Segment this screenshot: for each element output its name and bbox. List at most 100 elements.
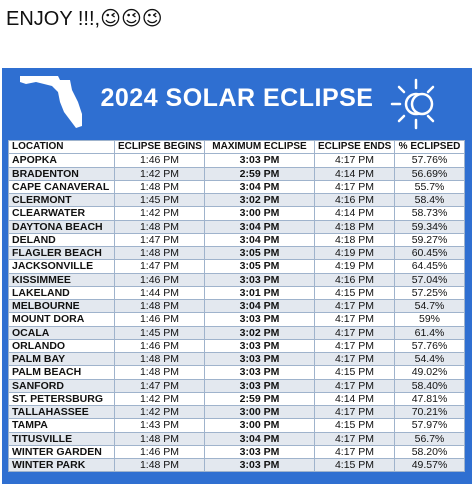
table-cell: 4:17 PM xyxy=(314,325,395,340)
table-cell: 57.76% xyxy=(394,153,465,168)
table-cell: 3:00 PM xyxy=(204,404,315,420)
table-cell: 1:44 PM xyxy=(114,285,205,301)
table-row: ST. PETERSBURG 1:42 PM 2:59 PM 4:14 PM 47.81… xyxy=(8,391,465,407)
table-row: CLERMONT 1:45 PM 3:02 PM 4:16 PM 58.4% xyxy=(8,192,465,208)
table-cell: 57.25% xyxy=(394,285,465,301)
table-row: MELBOURNE 1:48 PM 3:04 PM 4:17 PM 54.7% xyxy=(8,298,465,314)
table-cell: MELBOURNE xyxy=(8,298,115,314)
table-cell: TAMPA xyxy=(8,418,115,433)
table-cell: 1:46 PM xyxy=(114,338,205,354)
table-cell: 3:05 PM xyxy=(204,245,315,261)
table-cell: 4:17 PM xyxy=(314,153,395,168)
table-cell: TALLAHASSEE xyxy=(8,404,115,420)
table-row: DELAND 1:47 PM 3:04 PM 4:18 PM 59.27% xyxy=(8,232,465,248)
table-cell: 1:48 PM xyxy=(114,365,205,380)
table-cell: OCALA xyxy=(8,325,115,340)
table-row: BRADENTON 1:42 PM 2:59 PM 4:14 PM 56.69% xyxy=(8,166,465,181)
table-cell: 59.34% xyxy=(394,219,465,234)
post-caption: ENJOY !!!,😉😉😉 xyxy=(6,8,163,30)
table-cell: 1:46 PM xyxy=(114,312,205,327)
table-cell: 1:42 PM xyxy=(114,206,205,221)
table-cell: 3:04 PM xyxy=(204,232,315,248)
table-row: CLEARWATER 1:42 PM 3:00 PM 4:14 PM 58.73% xyxy=(8,206,465,221)
table-cell: JACKSONVILLE xyxy=(8,259,115,274)
table-cell: 49.02% xyxy=(394,365,465,380)
table-cell: 49.57% xyxy=(394,457,465,473)
table-cell: 3:04 PM xyxy=(204,219,315,234)
table-row: LAKELAND 1:44 PM 3:01 PM 4:15 PM 57.25% xyxy=(8,285,465,301)
table-cell: 4:17 PM xyxy=(314,298,395,314)
table-cell: 4:17 PM xyxy=(314,312,395,327)
table-row: WINTER GARDEN 1:46 PM 3:03 PM 4:17 PM 58.20% xyxy=(8,444,465,460)
table-cell: WINTER GARDEN xyxy=(8,444,115,460)
table-cell: 4:17 PM xyxy=(314,404,395,420)
table-row: MOUNT DORA 1:46 PM 3:03 PM 4:17 PM 59% xyxy=(8,312,465,327)
table-cell: 3:05 PM xyxy=(204,259,315,274)
table-row: OCALA 1:45 PM 3:02 PM 4:17 PM 61.4% xyxy=(8,325,465,340)
table-row: APOPKA 1:46 PM 3:03 PM 4:17 PM 57.76% xyxy=(8,153,465,168)
table-row: ORLANDO 1:46 PM 3:03 PM 4:17 PM 57.76% xyxy=(8,338,465,354)
graphic-title: 2024 SOLAR ECLIPSE xyxy=(100,84,374,112)
table-cell: 4:18 PM xyxy=(314,219,395,234)
table-cell: 1:45 PM xyxy=(114,192,205,208)
table-cell: CLEARWATER xyxy=(8,206,115,221)
table-cell: 4:15 PM xyxy=(314,457,395,473)
table-cell: 60.45% xyxy=(394,245,465,261)
table-cell: 4:17 PM xyxy=(314,378,395,393)
eclipse-graphic: 2024 SOLAR ECLIPSE LOCATION ECLIPSE BEGIN… xyxy=(2,68,472,484)
table-cell: TITUSVILLE xyxy=(8,431,115,446)
table-cell: 64.45% xyxy=(394,259,465,274)
column-header: ECLIPSE BEGINS xyxy=(114,139,205,155)
table-cell: 54.7% xyxy=(394,298,465,314)
table-cell: 4:19 PM xyxy=(314,245,395,261)
table-cell: 3:03 PM xyxy=(204,312,315,327)
table-row: JACKSONVILLE 1:47 PM 3:05 PM 4:19 PM 64.45% xyxy=(8,259,465,274)
table-cell: 3:03 PM xyxy=(204,378,315,393)
table-cell: 1:48 PM xyxy=(114,179,205,195)
table-cell: 3:03 PM xyxy=(204,444,315,460)
table-cell: 4:16 PM xyxy=(314,192,395,208)
table-cell: 55.7% xyxy=(394,179,465,195)
table-cell: 57.97% xyxy=(394,418,465,433)
table-cell: 59% xyxy=(394,312,465,327)
table-cell: WINTER PARK xyxy=(8,457,115,473)
table-cell: 3:02 PM xyxy=(204,192,315,208)
table-cell: 3:04 PM xyxy=(204,431,315,446)
column-header: ECLIPSE ENDS xyxy=(314,139,395,155)
table-cell: 1:48 PM xyxy=(114,298,205,314)
table-cell: 1:43 PM xyxy=(114,418,205,433)
table-cell: 3:02 PM xyxy=(204,325,315,340)
table-cell: 2:59 PM xyxy=(204,391,315,407)
table-row: TAMPA 1:43 PM 3:00 PM 4:15 PM 57.97% xyxy=(8,418,465,433)
table-cell: KISSIMMEE xyxy=(8,272,115,287)
table-cell: 1:46 PM xyxy=(114,272,205,287)
table-cell: 47.81% xyxy=(394,391,465,407)
table-cell: DAYTONA BEACH xyxy=(8,219,115,234)
header-row: LOCATION ECLIPSE BEGINS MAXIMUM ECLIPSE ECL… xyxy=(8,139,465,155)
table-cell: 61.4% xyxy=(394,325,465,340)
table-cell: 4:17 PM xyxy=(314,431,395,446)
table-cell: 3:03 PM xyxy=(204,365,315,380)
table-cell: 1:47 PM xyxy=(114,378,205,393)
table-cell: 4:19 PM xyxy=(314,259,395,274)
column-header: LOCATION xyxy=(8,139,115,155)
table-cell: 3:00 PM xyxy=(204,206,315,221)
table-cell: 57.04% xyxy=(394,272,465,287)
table-cell: 1:48 PM xyxy=(114,351,205,367)
table-cell: MOUNT DORA xyxy=(8,312,115,327)
column-header: % ECLIPSED xyxy=(394,139,465,155)
table-cell: APOPKA xyxy=(8,153,115,168)
table-cell: 3:00 PM xyxy=(204,418,315,433)
table-row: CAPE CANAVERAL 1:48 PM 3:04 PM 4:17 PM 55.7% xyxy=(8,179,465,195)
table-cell: 4:17 PM xyxy=(314,444,395,460)
table-row: DAYTONA BEACH 1:48 PM 3:04 PM 4:18 PM 59.34% xyxy=(8,219,465,234)
florida-icon xyxy=(20,76,82,128)
table-row: KISSIMMEE 1:46 PM 3:03 PM 4:16 PM 57.04% xyxy=(8,272,465,287)
table-cell: 1:48 PM xyxy=(114,245,205,261)
table-cell: 1:48 PM xyxy=(114,219,205,234)
table-cell: 3:01 PM xyxy=(204,285,315,301)
table-cell: 4:14 PM xyxy=(314,166,395,181)
table-cell: FLAGLER BEACH xyxy=(8,245,115,261)
table-cell: 57.76% xyxy=(394,338,465,354)
